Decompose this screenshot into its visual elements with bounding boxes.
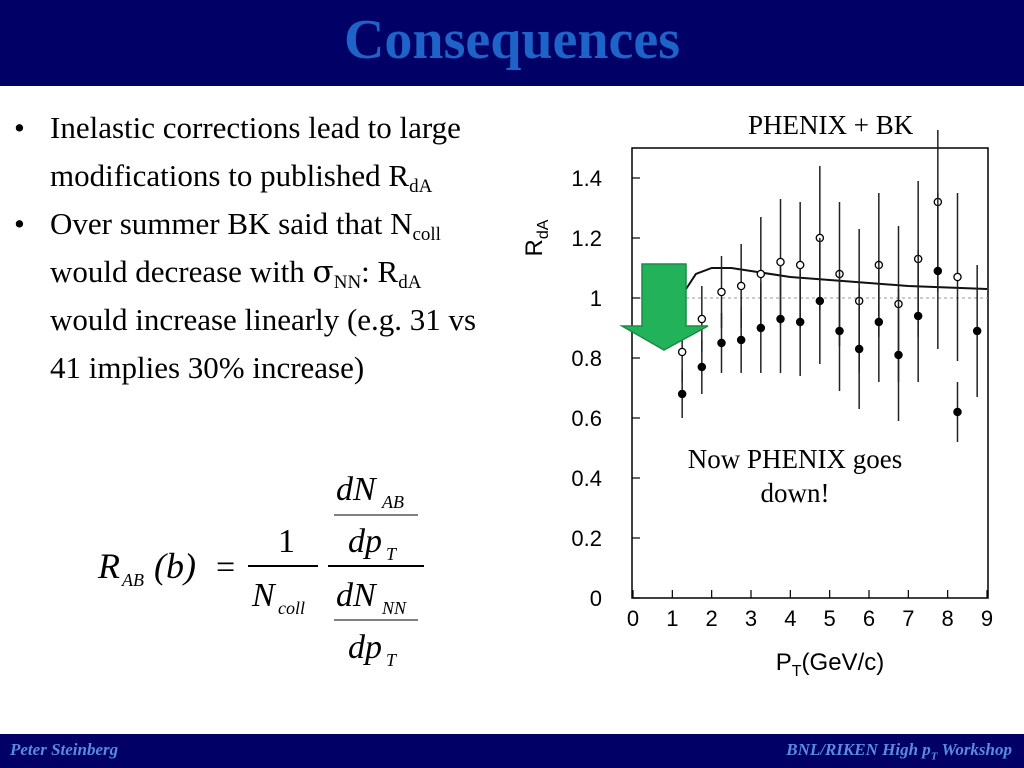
y-tick-label: 1 xyxy=(590,286,602,311)
x-tick-label: 2 xyxy=(706,606,718,631)
x-tick-label: 9 xyxy=(981,606,993,631)
bullet-dot-icon: • xyxy=(14,110,25,145)
title-bar xyxy=(0,0,1024,86)
formula-den2-top: dN xyxy=(336,577,378,614)
formula-den2-bot: dp xyxy=(348,629,382,666)
y-tick-label: 1.2 xyxy=(571,226,602,251)
data-point-filled xyxy=(874,317,884,327)
y-tick-label: 0.4 xyxy=(571,466,602,491)
y-tick-label: 0.8 xyxy=(571,346,602,371)
sigma-symbol: σ xyxy=(312,254,334,290)
footer-workshop-text: Workshop xyxy=(937,740,1012,759)
raa-formula: R AB (b) = 1 N coll dN AB dp T dN NN dp … xyxy=(97,471,424,670)
data-point-filled xyxy=(756,323,766,333)
footer-workshop-sub: T xyxy=(930,750,938,763)
data-point-open xyxy=(795,260,805,270)
x-tick-label: 8 xyxy=(942,606,954,631)
y-tick-label: 1.4 xyxy=(571,166,602,191)
bullet-item: • Over summer BK said that Ncoll would d… xyxy=(14,200,494,392)
slide-title: Consequences xyxy=(343,9,681,71)
annotation-text: Now PHENIX goes down! xyxy=(687,444,903,508)
data-point-filled xyxy=(795,317,805,327)
formula-lhs-r: R xyxy=(97,546,120,586)
bullet-dot-icon: • xyxy=(14,206,25,241)
bullet-text: : R xyxy=(361,254,399,289)
data-point-filled xyxy=(913,311,923,321)
plot-label: PHENIX + BK xyxy=(748,110,914,140)
data-point-open xyxy=(697,314,707,324)
bullet-subscript: NN xyxy=(333,272,362,293)
formula-lhs-sub: AB xyxy=(121,570,144,590)
y-axis-label: RdA xyxy=(521,219,552,256)
formula-equals: = xyxy=(216,549,235,586)
bullet-text: would decrease with xyxy=(50,254,313,289)
x-tick-label: 1 xyxy=(666,606,678,631)
footer-workshop-text: BNL/RIKEN High p xyxy=(786,740,931,759)
data-point-open xyxy=(677,347,687,357)
x-axis-label: PT(GeV/c) xyxy=(776,649,884,680)
formula-den2-bot-sub: T xyxy=(386,650,398,670)
data-point-filled xyxy=(972,326,982,336)
bullet-subscript: dA xyxy=(409,176,433,197)
data-point-filled xyxy=(736,335,746,345)
data-point-open xyxy=(953,272,962,282)
data-point-filled xyxy=(953,407,962,417)
x-tick-label: 0 xyxy=(627,606,639,631)
bullet-text: Over summer BK said that N xyxy=(50,206,413,241)
formula-num2-bot-sub: T xyxy=(386,544,398,564)
down-arrow-icon xyxy=(619,263,709,351)
formula-den1-sub: coll xyxy=(278,598,305,618)
data-point-filled xyxy=(894,350,903,360)
bullet-list: • Inelastic corrections lead to large mo… xyxy=(14,104,494,392)
y-tick-label: 0 xyxy=(590,586,602,611)
data-point-filled xyxy=(677,389,687,399)
bullet-subscript: dA xyxy=(398,272,422,293)
x-tick-label: 5 xyxy=(824,606,836,631)
chart-plot-layer: 0 0.2 0.4 0.6 0.8 1 1.2 1.4 0 1 2 3 4 5 6 7 8 9 PT(GeV/c) R… xyxy=(521,130,993,680)
footer-author: Peter Steinberg xyxy=(10,740,119,759)
data-point-filled xyxy=(697,362,707,372)
data-point-open xyxy=(736,281,746,291)
data-point-filled xyxy=(776,314,785,324)
formula-num2-top: dN xyxy=(336,471,378,508)
data-point-filled xyxy=(854,344,864,354)
x-tick-label: 7 xyxy=(902,606,914,631)
rda-chart: 0 0.2 0.4 0.6 0.8 1 1.2 1.4 0 1 2 3 4 5 6 7 8 9 PT(GeV/c) R… xyxy=(521,130,993,680)
formula-den1: N xyxy=(251,577,277,614)
data-point-filled xyxy=(815,296,825,306)
x-tick-label: 4 xyxy=(784,606,796,631)
plot-frame xyxy=(631,147,989,599)
data-point-filled xyxy=(835,326,844,336)
formula-lhs-arg: (b) xyxy=(154,546,196,586)
bk-curve xyxy=(683,267,988,293)
bullet-subscript: coll xyxy=(412,224,441,245)
y-tick-label: 0.6 xyxy=(571,406,602,431)
footer-bar xyxy=(0,734,1024,768)
data-point-open xyxy=(756,269,766,279)
data-point-filled xyxy=(933,266,943,276)
formula-num2-bot: dp xyxy=(348,523,382,560)
y-tick-label: 0.2 xyxy=(571,526,602,551)
formula-num1: 1 xyxy=(278,523,295,560)
data-point-open xyxy=(717,287,726,297)
bullet-text: would increase linearly (e.g. 31 vs 41 i… xyxy=(50,302,477,385)
x-tick-label: 3 xyxy=(745,606,757,631)
data-point-filled xyxy=(717,338,726,348)
data-point-open xyxy=(776,257,785,267)
x-tick-label: 6 xyxy=(863,606,875,631)
formula-den2-top-sub: NN xyxy=(381,598,407,618)
formula-num2-top-sub: AB xyxy=(381,492,404,512)
footer-workshop: BNL/RIKEN High pT Workshop xyxy=(786,740,1012,762)
bullet-text: Inelastic corrections lead to large modi… xyxy=(50,110,461,193)
bullet-item: • Inelastic corrections lead to large mo… xyxy=(14,104,494,200)
